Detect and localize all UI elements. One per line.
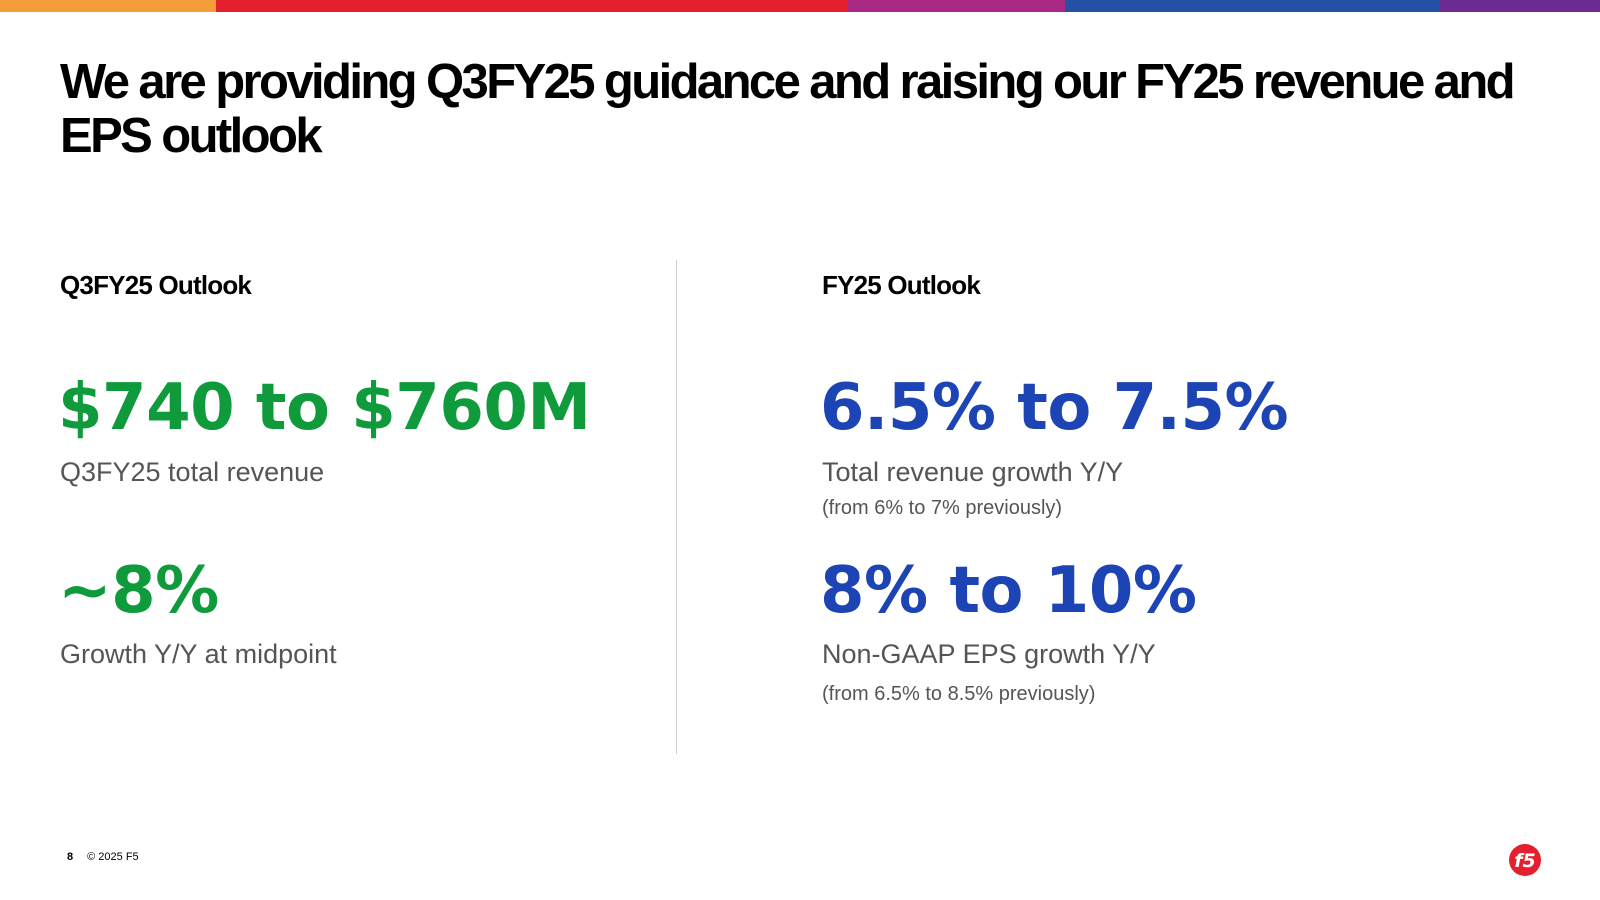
brand-bar-magenta <box>848 0 1065 12</box>
q3-revenue-range-label: Q3FY25 total revenue <box>60 457 325 487</box>
slide-title: We are providing Q3FY25 guidance and rai… <box>60 55 1516 163</box>
logo-text: f5 <box>1514 850 1536 872</box>
brand-bar-purple <box>1440 0 1600 12</box>
fy25-eps-growth-value: 8% to 10% <box>820 554 1197 628</box>
column-divider <box>676 260 677 754</box>
brand-bar-blue <box>1065 0 1440 12</box>
fy25-revenue-growth-note: (from 6% to 7% previously) <box>822 497 1063 519</box>
q3fy25-outlook-heading: Q3FY25 Outlook <box>60 270 252 300</box>
fy25-revenue-growth-value: 6.5% to 7.5% <box>820 371 1289 445</box>
brand-bar-orange <box>0 0 216 12</box>
q3-revenue-range-value: $740 to $760M <box>58 371 591 445</box>
page-number: 8 <box>67 851 74 863</box>
fy25-eps-growth-label: Non-GAAP EPS growth Y/Y <box>822 639 1156 669</box>
brand-bar-red <box>216 0 848 12</box>
fy25-revenue-growth-label: Total revenue growth Y/Y <box>822 457 1124 487</box>
footer: 8 © 2025 F5 <box>67 851 139 863</box>
copyright: © 2025 F5 <box>87 851 139 863</box>
f5-logo-icon: f5 <box>1509 844 1541 876</box>
q3-growth-label: Growth Y/Y at midpoint <box>60 639 337 669</box>
fy25-outlook-heading: FY25 Outlook <box>822 270 981 300</box>
q3-growth-value: ~8% <box>58 554 219 628</box>
fy25-eps-growth-note: (from 6.5% to 8.5% previously) <box>822 683 1096 705</box>
brand-color-bar <box>0 0 1600 12</box>
